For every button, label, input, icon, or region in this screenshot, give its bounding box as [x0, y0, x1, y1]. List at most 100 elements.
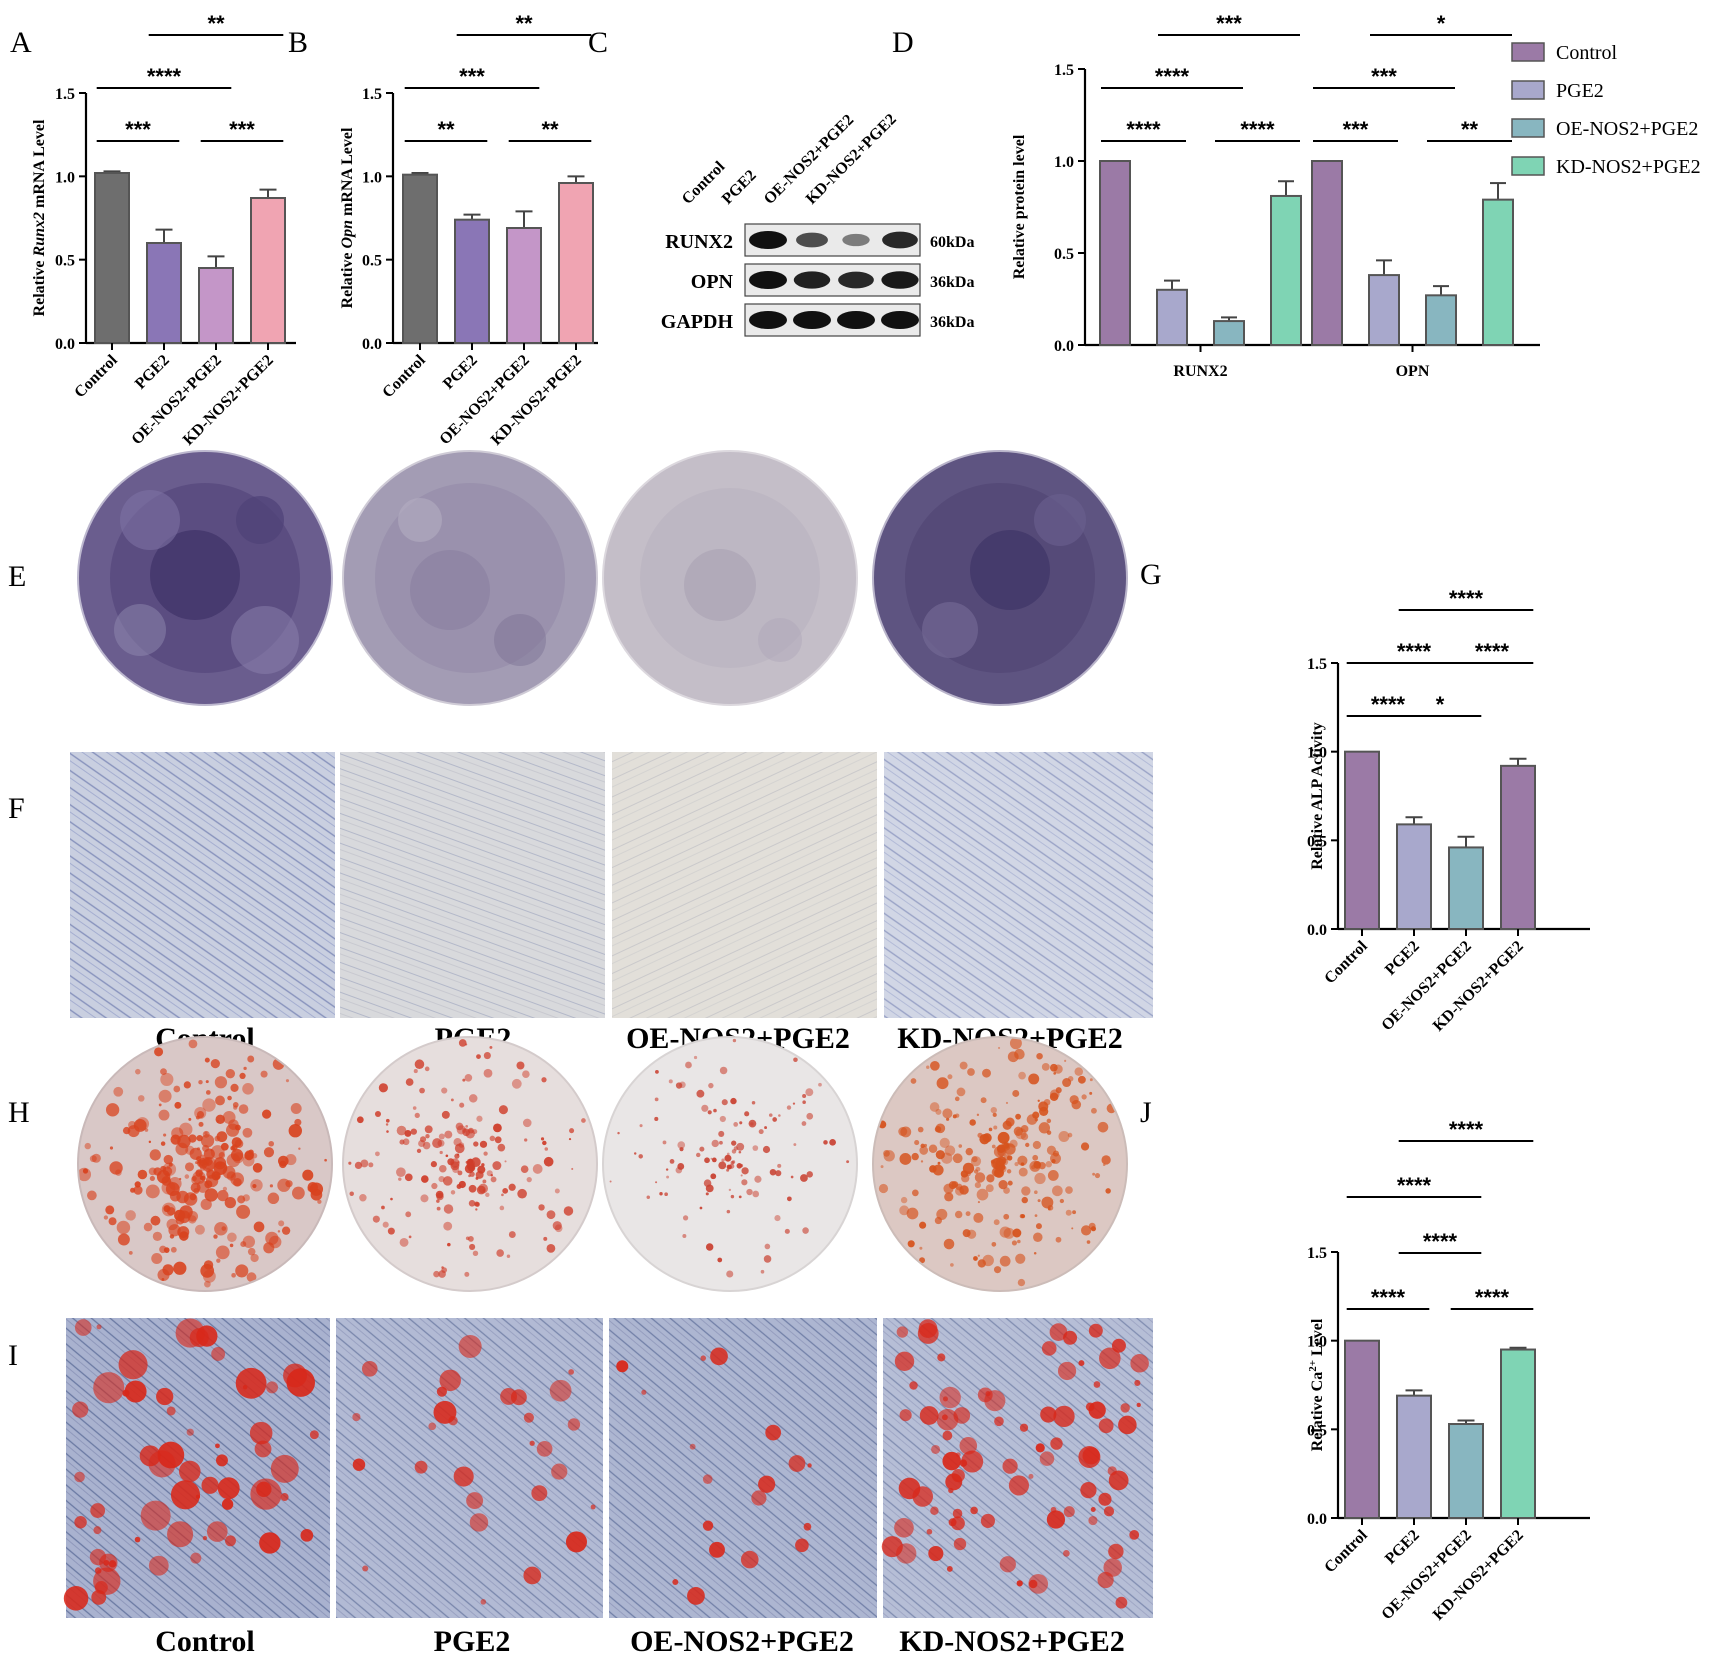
stain-spot — [263, 1147, 275, 1158]
stain-spot — [944, 1192, 954, 1202]
significance-label: **** — [1423, 1229, 1458, 1254]
stain-spot — [200, 1134, 215, 1148]
stain-spot — [231, 1272, 236, 1278]
stain-nodule — [190, 1552, 202, 1564]
stain-spot — [707, 1110, 712, 1115]
significance-label: ** — [437, 117, 455, 142]
stain-spot — [928, 1144, 938, 1153]
stain-spot — [474, 1201, 480, 1207]
stain-nodule — [1118, 1415, 1137, 1435]
stain-spot — [711, 1139, 719, 1148]
stain-spot — [1065, 1209, 1072, 1216]
stain-spot — [696, 1152, 701, 1158]
stain-spot — [468, 1184, 477, 1193]
stain-spot — [1092, 1172, 1096, 1176]
stain-nodule — [221, 1498, 234, 1510]
stain-spot — [502, 1188, 509, 1194]
stain-spot — [730, 1097, 737, 1105]
stain-spot — [1041, 1062, 1050, 1071]
y-tick-label: 0.0 — [1307, 922, 1327, 939]
stain-nodule — [361, 1360, 378, 1377]
stain-spot — [1036, 1052, 1043, 1060]
stain-spot — [216, 1258, 221, 1263]
stain-spot — [541, 1077, 547, 1083]
stain-spot — [538, 1204, 545, 1211]
wb-band — [842, 233, 870, 247]
stain-spot — [410, 1128, 417, 1135]
stain-spot — [792, 1102, 796, 1105]
y-label-sup: 2+ — [1307, 1360, 1319, 1372]
stain-nodule — [948, 1487, 954, 1494]
stain-nodule — [531, 1485, 548, 1502]
stain-nodule — [1103, 1558, 1122, 1577]
stain-spot — [1033, 1232, 1043, 1243]
stain-spot — [1015, 1113, 1021, 1120]
stain-spot — [421, 1175, 429, 1183]
stain-spot — [777, 1163, 782, 1168]
stain-nodule — [170, 1480, 201, 1510]
wb-row-label: OPN — [691, 271, 734, 293]
y-tick-label: 0.0 — [55, 336, 75, 353]
stain-spot — [1017, 1155, 1028, 1166]
stain-spot — [438, 1164, 447, 1173]
x-tick-label: OE-NOS2+PGE2 — [436, 352, 532, 448]
stain-spot — [726, 1270, 734, 1278]
stain-spot — [982, 1133, 992, 1143]
stain-nodule — [1028, 1473, 1034, 1479]
stain-spot — [914, 1140, 920, 1146]
stain-spot — [170, 1246, 177, 1253]
alp-micrographs: Control PGE2 OE-NOS2+PGE2 KD-NOS2+PGE2 — [70, 752, 1153, 1055]
stain-spot — [1102, 1163, 1106, 1167]
stain-spot — [1017, 1278, 1026, 1287]
stain-spot — [1055, 1087, 1062, 1094]
stain-spot — [396, 1167, 406, 1177]
stain-spot — [1017, 1239, 1021, 1244]
stain-nodule — [941, 1414, 948, 1421]
significance-label: **** — [1475, 639, 1510, 664]
stain-nodule — [1093, 1381, 1101, 1388]
stain-spot — [277, 1230, 281, 1233]
stain-spot — [943, 1238, 955, 1250]
stain-nodule — [672, 1579, 679, 1586]
stain-spot — [965, 1171, 971, 1177]
stain-spot — [227, 1232, 237, 1243]
stain-nodule — [881, 1536, 903, 1558]
stain-nodule — [1080, 1481, 1097, 1499]
stain-spot — [731, 1140, 737, 1146]
stain-spot — [163, 1154, 174, 1165]
stain-spot — [522, 1118, 532, 1128]
stain-nodule — [63, 1586, 89, 1611]
stain-spot — [489, 1045, 493, 1049]
stain-spot — [472, 1250, 479, 1257]
stain-spot — [508, 1183, 516, 1191]
stain-spot — [719, 1066, 728, 1075]
stain-spot — [494, 1136, 502, 1144]
stain-spot — [324, 1158, 327, 1162]
stain-spot — [234, 1124, 241, 1131]
stain-nodule — [952, 1508, 963, 1519]
stain-nodule — [1063, 1550, 1070, 1557]
stain-spot — [750, 1122, 754, 1126]
x-tick-label: KD-NOS2+PGE2 — [1430, 1527, 1527, 1624]
stain-spot — [911, 1189, 919, 1197]
stain-spot — [233, 1177, 242, 1187]
stain-spot — [967, 1068, 975, 1076]
stain-spot — [1094, 1172, 1101, 1179]
stain-spot — [818, 1082, 822, 1087]
stain-nodule — [1088, 1515, 1098, 1526]
chart-panel-g: 0.0 0.5 1.0 1.5 Control PGE2OE-NOS2+PGE2KD-NO… — [1307, 586, 1590, 1035]
stain-spot — [442, 1176, 453, 1186]
stain-spot — [225, 1068, 236, 1079]
stain-spot — [617, 1131, 620, 1135]
stain-spot — [993, 1219, 1000, 1226]
wb-band — [793, 311, 831, 329]
stain-spot — [247, 1055, 255, 1063]
y-tick-label: 0.0 — [1307, 1511, 1327, 1528]
stain-spot — [222, 1111, 236, 1124]
stain-spot — [169, 1234, 175, 1239]
stain-spot — [498, 1105, 508, 1115]
stain-nodule — [74, 1516, 87, 1529]
stain-spot — [802, 1093, 807, 1098]
stain-spot — [499, 1205, 505, 1211]
